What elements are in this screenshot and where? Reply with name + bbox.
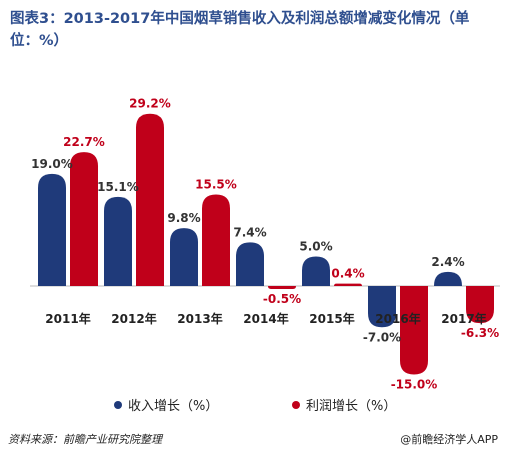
legend-revenue-marker — [114, 401, 122, 409]
profit-bar-2014 — [268, 286, 296, 289]
profit-label-2011: 22.7% — [63, 135, 105, 149]
category-label-2017: 2017年 — [441, 311, 486, 326]
profit-bar-2015 — [334, 283, 362, 286]
revenue-bar-2015 — [302, 256, 330, 286]
profit-label-2012: 29.2% — [129, 97, 171, 111]
profit-label-2016: -15.0% — [391, 378, 438, 392]
brand-credit: @前瞻经济学人APP — [400, 433, 498, 446]
revenue-bar-2013 — [170, 228, 198, 286]
profit-label-2015: 0.4% — [331, 267, 364, 281]
revenue-bar-2014 — [236, 242, 264, 286]
category-label-2011: 2011年 — [45, 311, 90, 326]
legend-profit-marker — [292, 401, 300, 409]
legend-revenue-text: 收入增长（%） — [128, 399, 218, 414]
revenue-label-2011: 19.0% — [31, 157, 73, 171]
legend: 收入增长（%） 利润增长（%） — [114, 399, 396, 414]
revenue-label-2017: 2.4% — [431, 255, 464, 269]
profit-bar-2016 — [400, 286, 428, 375]
profit-bar-2012 — [136, 113, 164, 286]
category-label-2015: 2015年 — [309, 311, 354, 326]
profit-label-2013: 15.5% — [195, 178, 237, 192]
revenue-label-2012: 15.1% — [97, 180, 139, 194]
revenue-label-2015: 5.0% — [299, 240, 332, 254]
revenue-label-2014: 7.4% — [233, 225, 266, 239]
profit-bar-2017 — [466, 286, 494, 324]
legend-profit-text: 利润增长（%） — [306, 399, 396, 414]
revenue-bar-2016 — [368, 286, 396, 328]
profit-label-2014: -0.5% — [263, 292, 301, 306]
revenue-bar-2017 — [434, 271, 462, 286]
source-note: 资料来源：前瞻产业研究院整理 — [8, 433, 162, 446]
category-label-2013: 2013年 — [177, 311, 222, 326]
profit-label-2017: -6.3% — [461, 326, 499, 340]
profit-bar-2011 — [70, 152, 98, 286]
revenue-bar-2011 — [38, 173, 66, 286]
category-label-2014: 2014年 — [243, 311, 288, 326]
profit-bar-2013 — [202, 194, 230, 286]
revenue-label-2016: -7.0% — [363, 330, 401, 344]
revenue-bar-2012 — [104, 196, 132, 286]
category-label-2016: 2016年 — [375, 311, 420, 326]
category-label-2012: 2012年 — [111, 311, 156, 326]
chart-title: 图表3：2013-2017年中国烟草销售收入及利润总额增减变化情况（单位：%） — [10, 11, 470, 49]
revenue-label-2013: 9.8% — [167, 211, 200, 225]
